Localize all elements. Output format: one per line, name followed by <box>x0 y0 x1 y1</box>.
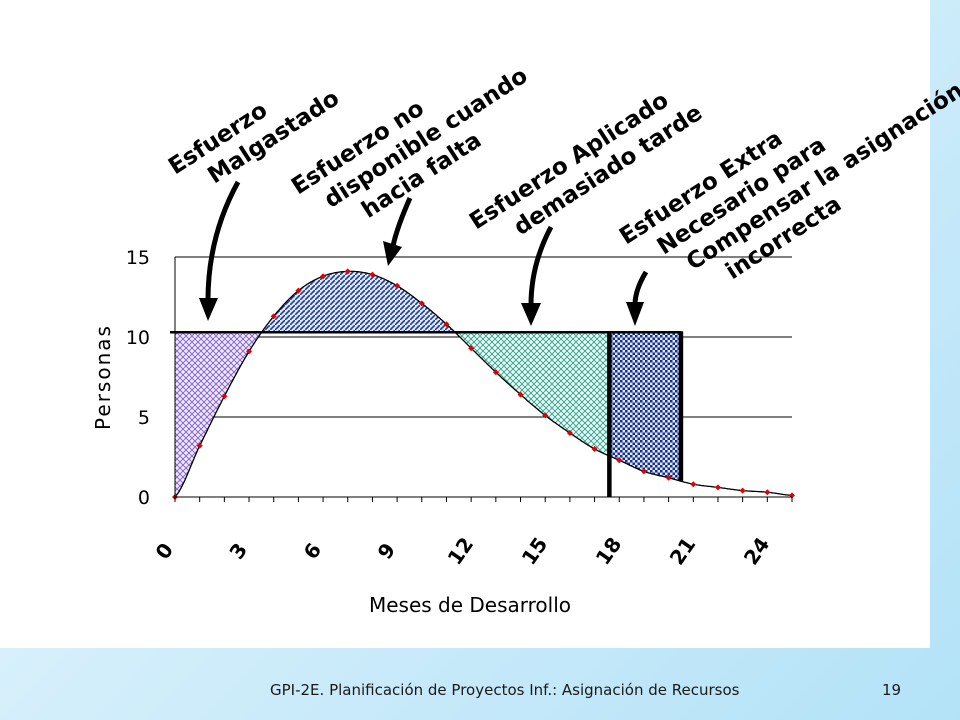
data-point <box>616 457 623 464</box>
data-point <box>369 271 376 278</box>
page-number: 19 <box>882 681 902 699</box>
x-tick-label: 9 <box>373 538 401 563</box>
data-point <box>566 430 573 436</box>
data-point <box>714 484 721 491</box>
x-tick-label: 18 <box>591 533 627 570</box>
x-tick-label: 12 <box>443 533 479 570</box>
plot-area <box>175 257 792 497</box>
axes <box>174 257 793 502</box>
data-point <box>468 345 475 352</box>
y-tick-label: 10 <box>126 327 150 349</box>
data-point <box>418 300 425 307</box>
curve-layer <box>170 270 793 498</box>
y-tick-label: 0 <box>138 487 150 509</box>
y-tick-labels: 0 5 10 15 <box>126 247 150 509</box>
data-point <box>640 468 647 475</box>
data-point <box>394 282 401 289</box>
data-point <box>764 489 771 496</box>
arrow-late <box>521 225 554 326</box>
data-point <box>443 321 450 328</box>
data-point <box>270 313 277 320</box>
y-tick-label: 5 <box>138 407 150 429</box>
data-point <box>591 446 598 452</box>
footer-title: GPI-2E. Planificación de Proyectos Inf.:… <box>270 681 740 699</box>
x-tick-label: 21 <box>665 533 701 570</box>
data-point <box>517 391 524 398</box>
data-point <box>739 487 746 494</box>
data-point <box>320 273 327 280</box>
arrow-extra <box>626 270 649 326</box>
effort-curve <box>174 270 793 498</box>
data-point <box>492 369 499 376</box>
y-tick-label: 15 <box>126 247 150 269</box>
data-points <box>172 268 795 500</box>
data-point <box>196 442 203 449</box>
effort-areas <box>175 271 681 497</box>
area-unavailable <box>261 271 455 333</box>
data-point <box>665 474 672 481</box>
arrow-unavailable <box>383 196 413 266</box>
y-axis-label: Personas <box>91 324 115 430</box>
x-axis-label: Meses de Desarrollo <box>369 593 571 617</box>
annotation-unavailable: Esfuerzo no disponible cuando hacia falt… <box>287 63 532 224</box>
data-point <box>295 287 302 294</box>
x-tick-label: 15 <box>517 533 553 570</box>
area-late <box>454 332 610 456</box>
area-wasted <box>175 332 262 497</box>
data-point <box>542 412 549 419</box>
x-tick-label: 24 <box>739 533 775 570</box>
data-point <box>246 348 253 355</box>
data-point <box>344 268 351 275</box>
data-point <box>690 481 697 488</box>
data-point <box>221 393 228 400</box>
area-extra <box>609 332 681 482</box>
x-tick-label: 0 <box>150 538 178 563</box>
x-tick-labels: 0 3 6 9 12 15 18 21 24 <box>150 533 774 570</box>
x-tick-label: 6 <box>299 538 327 563</box>
x-tick-label: 3 <box>224 538 252 563</box>
arrow-wasted <box>199 180 241 321</box>
